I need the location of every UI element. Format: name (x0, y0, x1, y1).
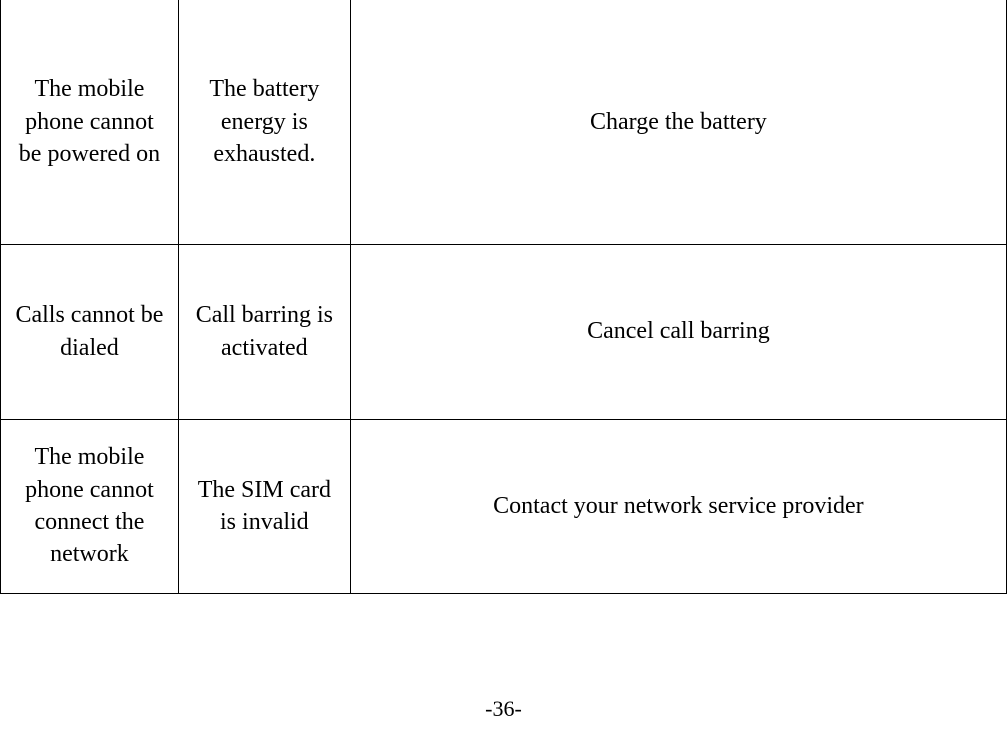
table-row: The mobile phone cannot be powered on Th… (1, 0, 1007, 244)
problem-cell: Calls cannot be dialed (1, 244, 179, 419)
troubleshooting-table-container: The mobile phone cannot be powered on Th… (0, 0, 1007, 594)
table-row: The mobile phone cannot connect the netw… (1, 419, 1007, 593)
problem-cell: The mobile phone cannot be powered on (1, 0, 179, 244)
troubleshooting-table: The mobile phone cannot be powered on Th… (0, 0, 1007, 594)
solution-cell: Cancel call barring (350, 244, 1006, 419)
cause-cell: Call barring is activated (178, 244, 350, 419)
table-row: Calls cannot be dialed Call barring is a… (1, 244, 1007, 419)
cause-cell: The SIM card is invalid (178, 419, 350, 593)
solution-cell: Contact your network service provider (350, 419, 1006, 593)
page-number: -36- (0, 696, 1007, 722)
solution-cell: Charge the battery (350, 0, 1006, 244)
problem-cell: The mobile phone cannot connect the netw… (1, 419, 179, 593)
cause-cell: The battery energy is exhausted. (178, 0, 350, 244)
